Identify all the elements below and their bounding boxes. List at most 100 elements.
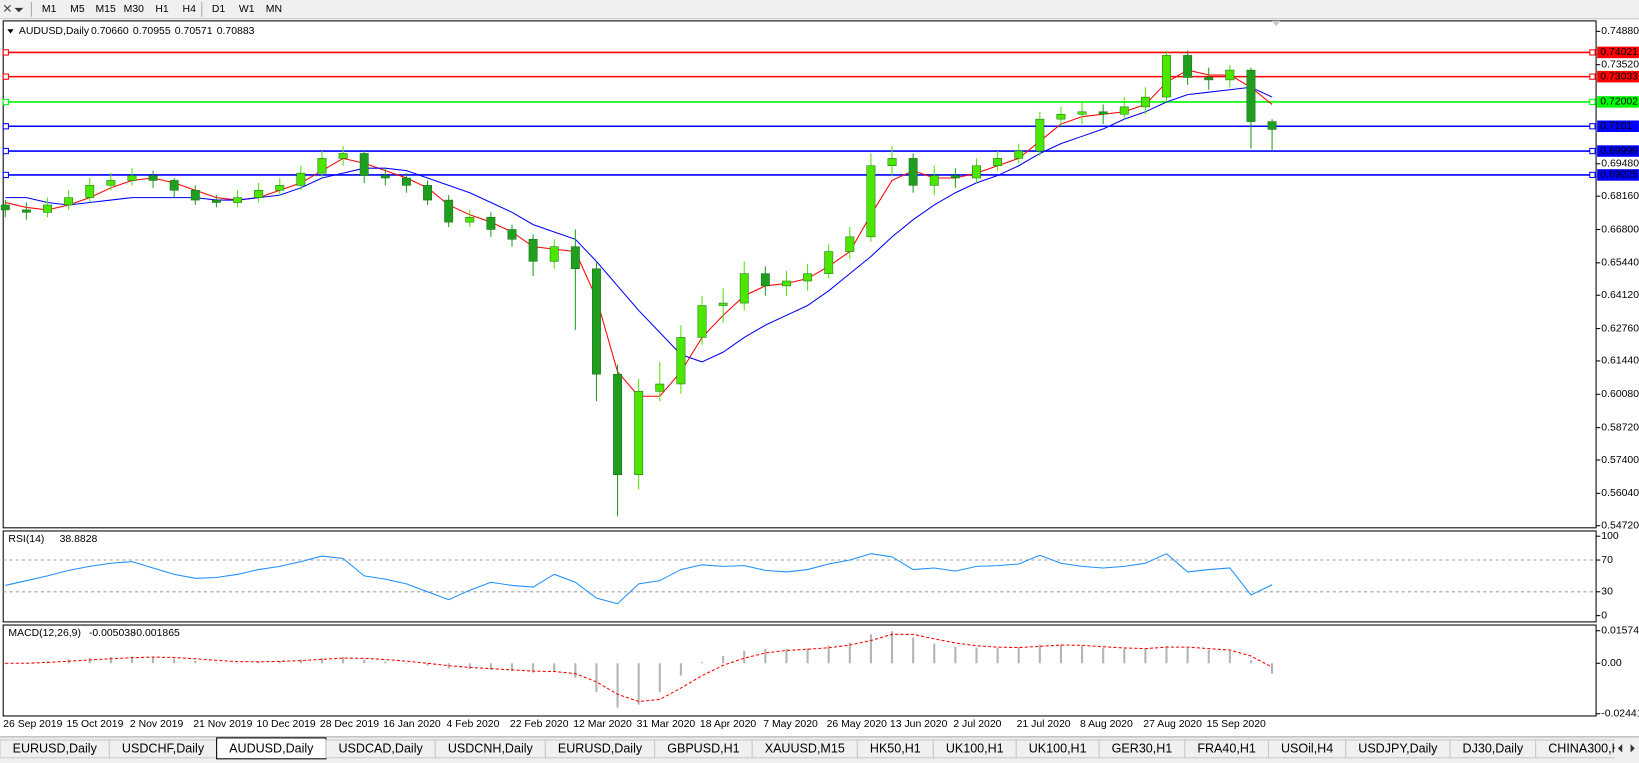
y-tick-label: 0.015741 xyxy=(1601,626,1639,637)
timeframe-button[interactable]: D1 xyxy=(212,4,226,15)
tab[interactable]: FRA40,H1 xyxy=(1184,739,1269,759)
tab-label[interactable]: DJ30,Daily xyxy=(1463,742,1524,756)
toolbar xyxy=(0,0,1639,19)
macd-bar xyxy=(785,648,788,664)
timeframe-button[interactable]: M15 xyxy=(95,4,115,15)
y-tick-label: 0.69480 xyxy=(1601,159,1639,170)
tabs: EURUSD,Daily USDCHF,Daily AUDUSD,Daily USDC… xyxy=(0,737,1639,760)
tab-label[interactable]: GER30,H1 xyxy=(1112,742,1173,756)
candle-body xyxy=(1140,96,1150,108)
level-label-box xyxy=(1597,96,1639,108)
level-handle xyxy=(2,123,9,130)
symbol-menu-icon[interactable] xyxy=(7,29,14,34)
tab[interactable]: HK50,H1 xyxy=(856,739,934,759)
macd-bar xyxy=(975,647,978,664)
tab[interactable]: UK100,H1 xyxy=(932,739,1017,759)
x-tick-label: 31 Mar 2020 xyxy=(637,719,696,730)
candle-body xyxy=(338,153,348,159)
macd-bar xyxy=(215,662,218,664)
y-tick-label: 0.68160 xyxy=(1601,191,1639,202)
macd-bar xyxy=(299,659,302,664)
tab[interactable]: AUDUSD,Daily xyxy=(216,737,327,760)
tab-label[interactable]: USDJPY,Daily xyxy=(1358,742,1438,756)
tab-label[interactable]: EURUSD,Daily xyxy=(13,742,98,756)
y-tick-label: 0.61440 xyxy=(1601,356,1639,367)
tab[interactable]: EURUSD,Daily xyxy=(544,739,656,759)
tab[interactable]: USDCHF,Daily xyxy=(108,739,218,759)
timeframe-button[interactable]: M5 xyxy=(70,4,85,15)
tab[interactable]: EURUSD,Daily xyxy=(0,739,110,759)
macd-bar xyxy=(700,662,704,664)
tab[interactable]: GBPUSD,H1 xyxy=(654,739,753,759)
timeframe-button[interactable]: M30 xyxy=(124,4,144,15)
x-tick-label: 26 May 2020 xyxy=(827,719,888,730)
tab-label[interactable]: USDCNH,Daily xyxy=(448,742,534,756)
ohlc-value: 0.70883 xyxy=(217,26,255,37)
tab-background[interactable] xyxy=(1535,739,1639,759)
candle-body xyxy=(824,251,834,274)
y-tick-label: 100 xyxy=(1601,531,1619,542)
tab-label[interactable]: UK100,H1 xyxy=(1029,742,1087,756)
macd-bar xyxy=(679,663,682,676)
candle-body xyxy=(570,246,580,269)
y-tick-label: 0.54720 xyxy=(1601,521,1639,532)
macd-bar xyxy=(890,631,894,664)
tab-scroll-arrows[interactable] xyxy=(1618,744,1635,753)
tab[interactable]: GER30,H1 xyxy=(1098,739,1186,759)
timeframe-button[interactable]: H1 xyxy=(155,4,169,15)
timeframe-button[interactable]: MN xyxy=(266,4,282,15)
y-tick-label: 0.73520 xyxy=(1601,59,1639,70)
level-handle xyxy=(2,98,9,106)
level-handle xyxy=(2,73,9,80)
crosshair-icon[interactable] xyxy=(3,4,24,13)
candle-body xyxy=(444,199,454,223)
x-tick-label: 7 May 2020 xyxy=(763,719,818,730)
timeframe-buttons: M1 M5 M15 M30 H1 H4 D1 W1 MN xyxy=(42,4,282,15)
tab[interactable]: USDCAD,Daily xyxy=(325,739,436,759)
tab[interactable]: UK100,H1 xyxy=(1015,739,1100,759)
timeframe-button[interactable]: H4 xyxy=(183,4,197,15)
macd-bar xyxy=(236,662,239,664)
tab-label[interactable]: XAUUSD,M15 xyxy=(765,742,845,756)
candle-body xyxy=(1204,77,1214,81)
tab-label[interactable]: UK100,H1 xyxy=(946,742,1004,756)
tab-label[interactable]: FRA40,H1 xyxy=(1197,742,1256,756)
macd-bar xyxy=(848,642,851,664)
y-tick-label: 0.58720 xyxy=(1601,422,1639,433)
x-tick-label: 2 Nov 2019 xyxy=(130,719,184,730)
tab-label[interactable]: CHINA300,H1 xyxy=(1548,742,1627,756)
tab-label[interactable]: AUDUSD,Daily xyxy=(229,742,314,756)
candle-body xyxy=(718,302,728,306)
tab[interactable]: USDJPY,Daily xyxy=(1345,739,1451,759)
candle-body xyxy=(211,199,221,203)
tab-label[interactable]: GBPUSD,H1 xyxy=(667,742,739,756)
tab-label[interactable]: USOil,H4 xyxy=(1281,742,1333,756)
macd-bar xyxy=(553,663,556,672)
level-label: 0.69025 xyxy=(1600,170,1638,181)
candle-body xyxy=(359,153,369,176)
tab-label[interactable]: USDCAD,Daily xyxy=(339,742,424,756)
macd-bar xyxy=(933,643,936,664)
tab-label[interactable]: USDCHF,Daily xyxy=(122,742,205,756)
candle-body xyxy=(21,209,31,213)
macd-bar xyxy=(363,659,366,664)
tab[interactable]: USDCNH,Daily xyxy=(434,739,546,759)
tab-label[interactable]: EURUSD,Daily xyxy=(558,742,643,756)
candle-body xyxy=(486,216,496,230)
tab-label[interactable]: HK50,H1 xyxy=(870,742,921,756)
timeframe-button[interactable]: M1 xyxy=(42,4,57,15)
tab[interactable]: XAUUSD,M15 xyxy=(751,739,858,759)
y-tick-label: 0.60080 xyxy=(1601,389,1639,400)
tab[interactable]: DJ30,Daily xyxy=(1449,739,1537,759)
candle-body xyxy=(106,180,116,186)
macd-bar xyxy=(658,663,661,693)
x-tick-label: 18 Apr 2020 xyxy=(700,719,756,730)
candle-body xyxy=(739,273,749,304)
candle-body xyxy=(85,185,95,198)
tab[interactable]: CHINA300,H1 xyxy=(1535,739,1639,759)
level-handle xyxy=(1589,171,1596,179)
candle-body xyxy=(169,180,179,191)
rsi-pane xyxy=(2,530,1597,623)
tab[interactable]: USOil,H4 xyxy=(1267,739,1347,759)
timeframe-button[interactable]: W1 xyxy=(239,4,255,15)
